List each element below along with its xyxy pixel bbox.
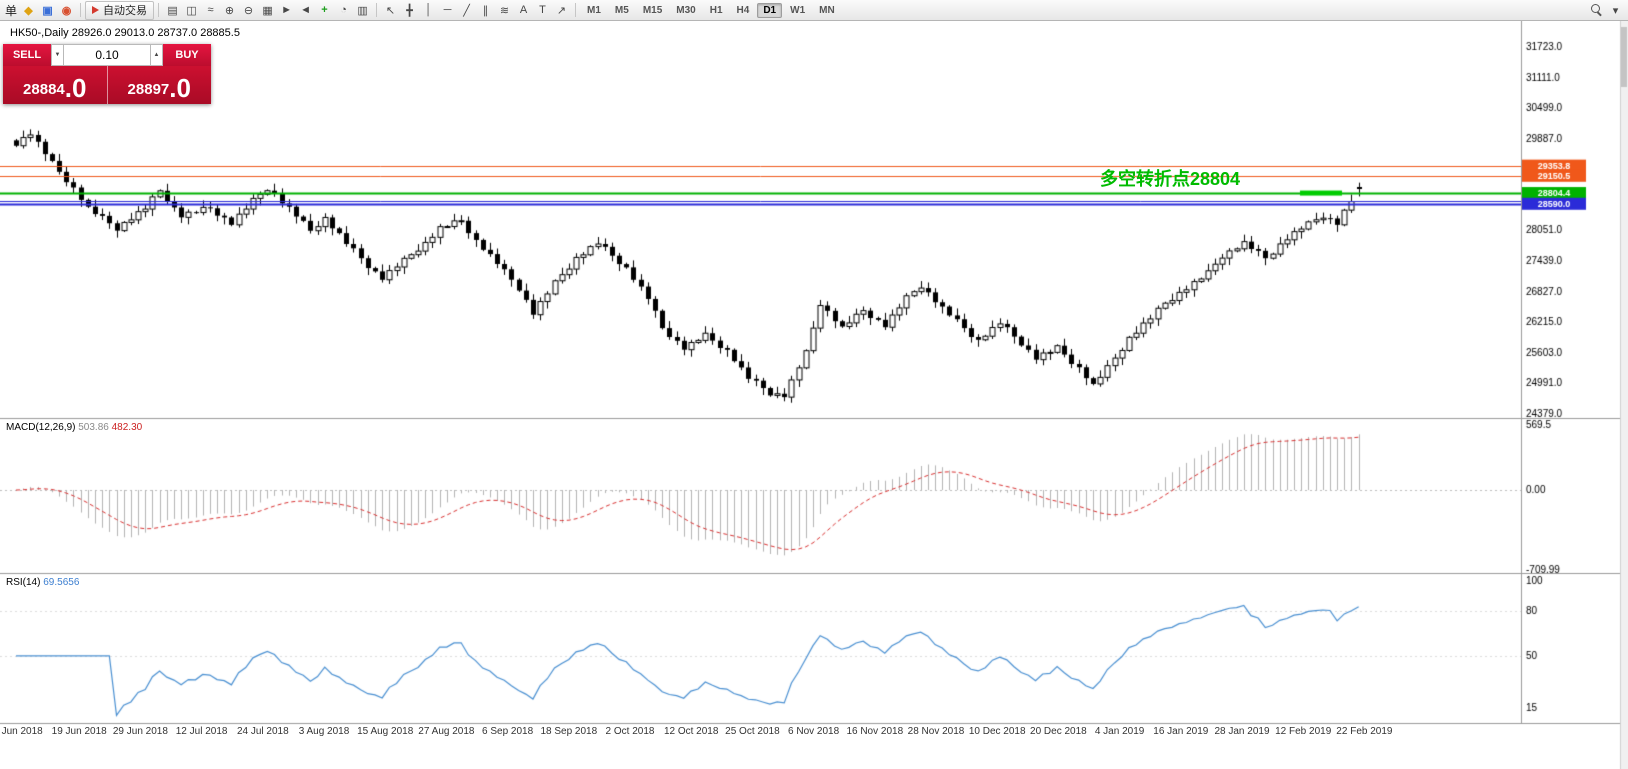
toolbar-separator (158, 3, 160, 17)
volume-increase-button[interactable]: ▲ (150, 44, 163, 66)
candlestick-chart-icon[interactable]: ◫ (186, 4, 197, 17)
buy-price-fraction: .0 (169, 73, 191, 103)
timeframe-button-MN[interactable]: MN (819, 4, 835, 16)
time-axis-label: 16 Nov 2018 (846, 726, 904, 737)
auto-scroll-icon[interactable]: ► (281, 4, 292, 16)
time-axis-label: 18 Sep 2018 (540, 726, 598, 737)
timeframe-button-M15[interactable]: M15 (642, 4, 663, 16)
time-axis-label: 12 Feb 2019 (1275, 726, 1332, 737)
chevron-down-icon[interactable]: ▾ (1612, 4, 1619, 17)
time-axis-label: 28 Nov 2018 (907, 726, 965, 737)
channel-icon[interactable]: ∥ (482, 4, 489, 17)
time-axis-label: 15 Aug 2018 (357, 726, 414, 737)
price-chart-canvas[interactable] (0, 21, 1628, 769)
profiles-icon[interactable]: ▣ (42, 4, 53, 17)
time-axis-label: 24 Jul 2018 (236, 726, 289, 737)
arrows-icon[interactable]: ↗ (556, 4, 567, 17)
time-axis-label: 27 Aug 2018 (418, 726, 475, 737)
buy-button[interactable]: BUY (163, 44, 211, 66)
timeframe-button-H4[interactable]: H4 (736, 4, 750, 16)
buy-price-main: 28897 (127, 81, 170, 98)
time-axis-label: 6 Nov 2018 (788, 726, 840, 737)
text-icon[interactable]: A (519, 4, 528, 16)
rsi-name: RSI(14) (6, 577, 41, 588)
crosshair-icon[interactable]: ╋ (406, 4, 413, 17)
cursor-icon[interactable]: ↖ (385, 4, 396, 17)
sell-button[interactable]: SELL (3, 44, 51, 66)
pivot-annotation: 多空转折点28804 (1100, 169, 1241, 189)
indicators-icon[interactable]: + (321, 4, 328, 16)
time-axis-label: 3 Aug 2018 (298, 726, 350, 737)
time-axis-label: 25 Oct 2018 (725, 726, 780, 737)
time-axis-label: 29 Jun 2018 (112, 726, 168, 737)
alerts-icon[interactable]: ◉ (61, 4, 72, 17)
timeframe-button-H1[interactable]: H1 (709, 4, 723, 16)
new-order-button[interactable]: 单 (5, 3, 18, 18)
toolbar-separator (376, 3, 378, 17)
sell-price[interactable]: 28884.0 (3, 66, 107, 104)
chart-shift-icon[interactable]: ◄ (300, 4, 311, 16)
macd-signal-value: 482.30 (111, 422, 143, 433)
zoom-out-icon[interactable]: ⊖ (243, 4, 254, 17)
tile-windows-icon[interactable]: ▦ (262, 4, 273, 17)
macd-name: MACD(12,26,9) (6, 422, 76, 433)
label-icon[interactable]: T (539, 4, 546, 16)
time-axis-label: 28 Jan 2019 (1214, 726, 1270, 737)
rsi-value: 69.5656 (43, 577, 80, 588)
timeframe-button-M5[interactable]: M5 (614, 4, 629, 16)
toolbar-separator (575, 3, 577, 17)
time-axis-label: 16 Jan 2019 (1153, 726, 1209, 737)
time-axis-label: 19 Jun 2018 (51, 726, 107, 737)
chart-title: HK50-,Daily 28926.0 29013.0 28737.0 2888… (10, 27, 240, 39)
sell-price-fraction: .0 (64, 73, 87, 103)
rsi-indicator-label: RSI(14) 69.5656 (6, 577, 79, 588)
search-icon[interactable] (1587, 2, 1606, 19)
horizontal-line-icon[interactable]: ─ (443, 4, 452, 16)
trendline-icon[interactable]: ╱ (463, 4, 470, 17)
bar-chart-icon[interactable]: ▤ (167, 4, 178, 17)
periods-icon[interactable]: ◔ (340, 4, 347, 16)
time-axis: 5 Jun 2018 19 Jun 2018 29 Jun 2018 12 Jul 2… (0, 726, 1628, 741)
time-axis-label: 5 Jun 2018 (0, 726, 43, 737)
templates-icon[interactable]: ▥ (357, 4, 368, 17)
price-divider (106, 66, 108, 104)
autotrade-label: 自动交易 (103, 5, 148, 17)
timeframe-button-W1[interactable]: W1 (790, 4, 806, 16)
time-axis-label: 4 Jan 2019 (1094, 726, 1145, 737)
time-axis-label: 10 Dec 2018 (968, 726, 1026, 737)
zoom-in-icon[interactable]: ⊕ (224, 4, 235, 17)
toolbar-separator (80, 3, 82, 17)
timeframe-button-M1[interactable]: M1 (587, 4, 601, 16)
one-click-trading-panel: SELL ▼ 0.10 ▲ BUY 28884.0 28897.0 (3, 44, 211, 104)
buy-price[interactable]: 28897.0 (108, 66, 212, 104)
time-axis-label: 12 Oct 2018 (663, 726, 719, 737)
toolbar: 单 ◆ ▣ ◉ 自动交易 ▤ ◫ ≈ ⊕ ⊖ ▦ ► ◄ + ◔ ▥ ↖ ╋ │ ─ ╱ ∥ ≋ A T ↗ M1 M5 M15 M30 H… (0, 0, 1628, 21)
time-axis-label: 2 Oct 2018 (605, 726, 655, 737)
macd-value: 503.86 (78, 422, 109, 433)
chart-window: HK50-,Daily 28926.0 29013.0 28737.0 2888… (0, 21, 1628, 769)
macd-indicator-label: MACD(12,26,9) 503.86 482.30 (6, 422, 142, 433)
time-axis-label: 6 Sep 2018 (482, 726, 534, 737)
time-axis-label: 12 Jul 2018 (175, 726, 228, 737)
vertical-line-icon[interactable]: │ (425, 4, 432, 16)
time-axis-label: 22 Feb 2019 (1336, 726, 1393, 737)
toolbar-right-group: ▾ (1587, 2, 1625, 19)
timeframe-button-D1[interactable]: D1 (757, 2, 783, 18)
autotrade-button[interactable]: 自动交易 (85, 0, 155, 20)
volume-decrease-button[interactable]: ▼ (51, 44, 64, 66)
time-axis-label: 20 Dec 2018 (1030, 726, 1087, 737)
autotrade-play-icon (92, 6, 100, 14)
sell-price-main: 28884 (23, 81, 65, 98)
fibonacci-icon[interactable]: ≋ (499, 4, 510, 17)
volume-input[interactable]: 0.10 (64, 44, 150, 66)
line-chart-icon[interactable]: ≈ (207, 4, 214, 16)
new-order-icon[interactable]: ◆ (24, 4, 33, 17)
timeframe-button-M30[interactable]: M30 (676, 4, 696, 16)
